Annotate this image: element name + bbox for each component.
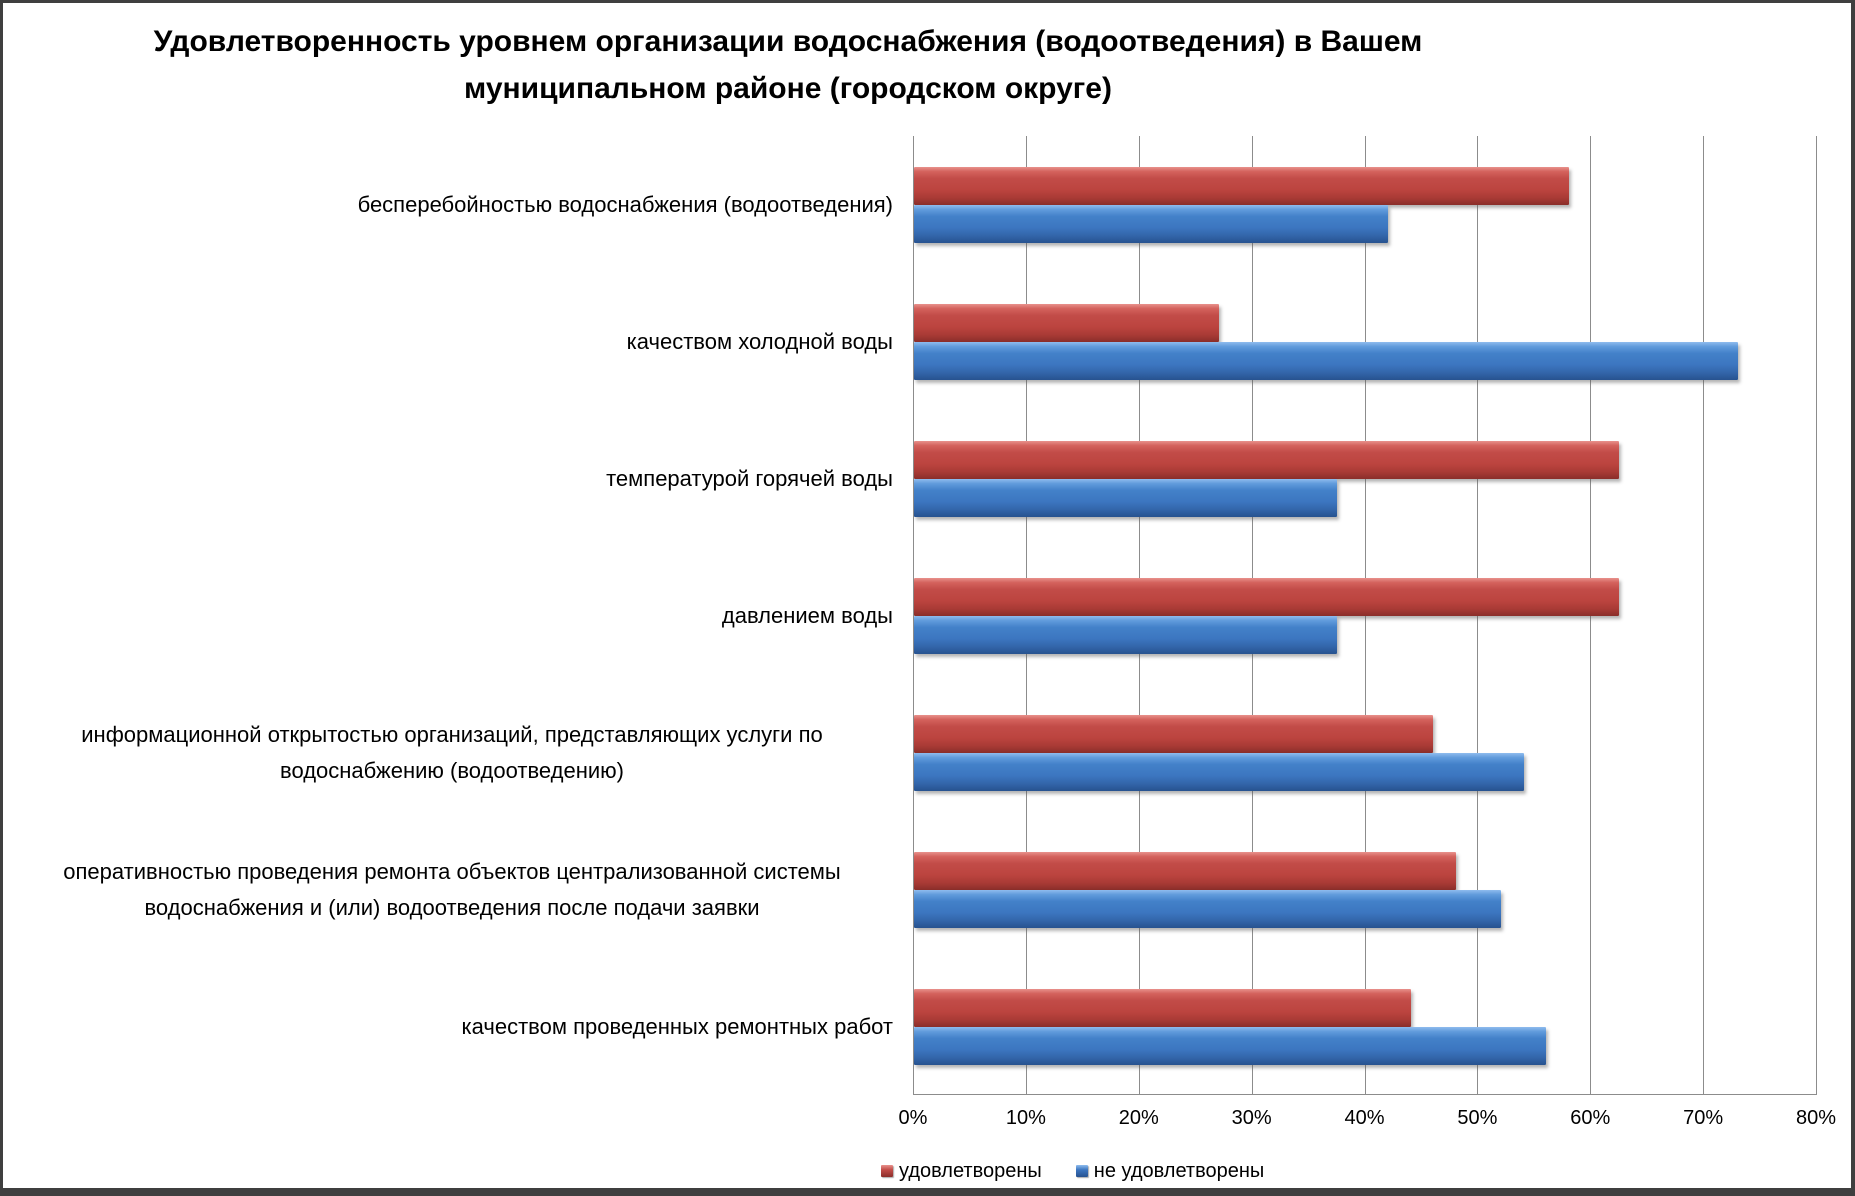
x-tick-label: 80% — [1795, 1107, 1837, 1129]
bar-not-satisfied — [914, 1026, 1547, 1065]
legend-label-not-satisfied: не удовлетворены — [1093, 1159, 1265, 1182]
category-band — [913, 547, 1816, 684]
category-label-text: качеством холодной воды — [626, 328, 893, 354]
category-label-text: качеством проведенных ремонтных работ — [461, 1013, 893, 1039]
bar-not-satisfied — [914, 341, 1738, 380]
gridline — [1364, 136, 1366, 1095]
bar-satisfied — [914, 303, 1219, 342]
legend-marker-satisfied-icon — [881, 1165, 893, 1177]
chart-title: Удовлетворенность уровнем организации во… — [153, 25, 1423, 105]
gridline — [1477, 136, 1479, 1095]
legend-label-satisfied: удовлетворены — [899, 1159, 1042, 1182]
bar-not-satisfied — [914, 889, 1501, 928]
legend-marker-not-satisfied-icon — [1075, 1165, 1088, 1177]
y-axis-line — [913, 136, 914, 1095]
gridline — [1590, 136, 1592, 1095]
bar-satisfied — [914, 166, 1569, 205]
category-label: качеством холодной воды — [11, 273, 893, 410]
x-tick-label: 10% — [1005, 1107, 1046, 1129]
category-band — [913, 273, 1816, 410]
category-label-text: температурой горячей воды — [606, 465, 893, 491]
category-label-text: оперативностью проведения ремонта объект… — [63, 859, 841, 920]
x-tick-label: 60% — [1570, 1107, 1611, 1129]
gridline — [1816, 136, 1817, 1095]
category-label-text: информационной открытостью организаций, … — [81, 722, 823, 783]
plot-area — [913, 136, 1817, 1095]
bar-not-satisfied — [914, 478, 1338, 517]
x-tick-label: 70% — [1683, 1107, 1724, 1129]
category-band — [913, 958, 1816, 1095]
x-tick-label: 30% — [1231, 1107, 1272, 1129]
x-tick-label: 40% — [1344, 1107, 1385, 1129]
bar-satisfied — [914, 851, 1456, 890]
category-label: давлением воды — [11, 547, 893, 684]
category-band — [913, 821, 1816, 958]
bar-satisfied — [914, 440, 1620, 479]
gridline — [1703, 136, 1705, 1095]
bar-not-satisfied — [914, 204, 1389, 243]
bar-not-satisfied — [914, 615, 1338, 654]
x-tick-label: 0% — [898, 1107, 928, 1129]
x-tick-label: 20% — [1118, 1107, 1159, 1129]
category-band — [913, 410, 1816, 547]
bar-satisfied — [914, 577, 1620, 616]
bar-satisfied — [914, 988, 1411, 1027]
category-label-text: бесперебойностью водоснабжения (водоотве… — [357, 191, 893, 217]
category-axis-labels: бесперебойностью водоснабжения (водоотве… — [11, 136, 899, 1095]
x-tick-label: 50% — [1457, 1107, 1498, 1129]
legend-item-satisfied: удовлетворены — [881, 1160, 1042, 1183]
category-band — [913, 136, 1816, 273]
bar-not-satisfied — [914, 752, 1524, 791]
legend-item-not-satisfied: не удовлетворены — [1075, 1159, 1265, 1183]
category-label: качеством проведенных ремонтных работ — [11, 958, 893, 1095]
legend: удовлетворены не удовлетворены — [881, 1155, 1264, 1187]
category-label-text: давлением воды — [721, 602, 893, 628]
x-axis-tick-labels: 0% 10% 20% 30% 40% 50% 60% 70% 80% — [899, 1107, 1836, 1139]
category-band — [913, 684, 1816, 821]
category-label: температурой горячей воды — [11, 410, 893, 547]
bar-satisfied — [914, 714, 1434, 753]
category-label: оперативностью проведения ремонта объект… — [11, 821, 893, 958]
category-label: бесперебойностью водоснабжения (водоотве… — [11, 136, 893, 273]
category-label: информационной открытостью организаций, … — [11, 684, 893, 821]
x-axis-line — [913, 1094, 1816, 1095]
